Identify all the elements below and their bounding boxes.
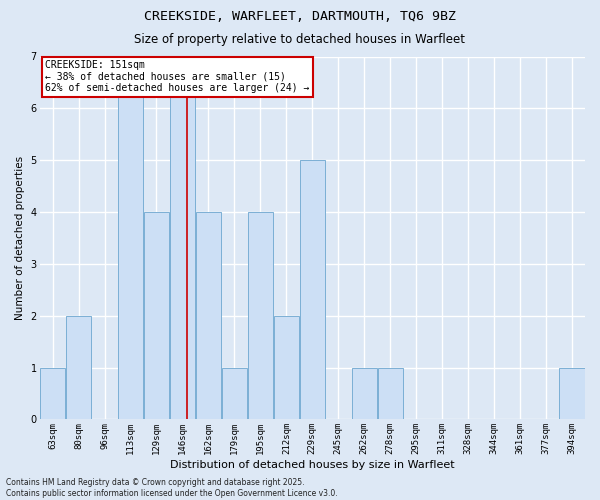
Bar [196, 212, 221, 420]
Bar [377, 368, 403, 420]
Bar [222, 368, 247, 420]
Bar [352, 368, 377, 420]
Text: CREEKSIDE, WARFLEET, DARTMOUTH, TQ6 9BZ: CREEKSIDE, WARFLEET, DARTMOUTH, TQ6 9BZ [144, 10, 456, 23]
Bar [559, 368, 584, 420]
Bar [40, 368, 65, 420]
Bar [118, 56, 143, 420]
Bar [66, 316, 91, 420]
Bar [299, 160, 325, 419]
Bar [248, 212, 273, 420]
Y-axis label: Number of detached properties: Number of detached properties [15, 156, 25, 320]
Bar [274, 316, 299, 420]
X-axis label: Distribution of detached houses by size in Warfleet: Distribution of detached houses by size … [170, 460, 455, 470]
Text: Contains HM Land Registry data © Crown copyright and database right 2025.
Contai: Contains HM Land Registry data © Crown c… [6, 478, 338, 498]
Bar [144, 212, 169, 420]
Text: Size of property relative to detached houses in Warfleet: Size of property relative to detached ho… [134, 32, 466, 46]
Bar [170, 56, 195, 420]
Text: CREEKSIDE: 151sqm
← 38% of detached houses are smaller (15)
62% of semi-detached: CREEKSIDE: 151sqm ← 38% of detached hous… [45, 60, 310, 94]
